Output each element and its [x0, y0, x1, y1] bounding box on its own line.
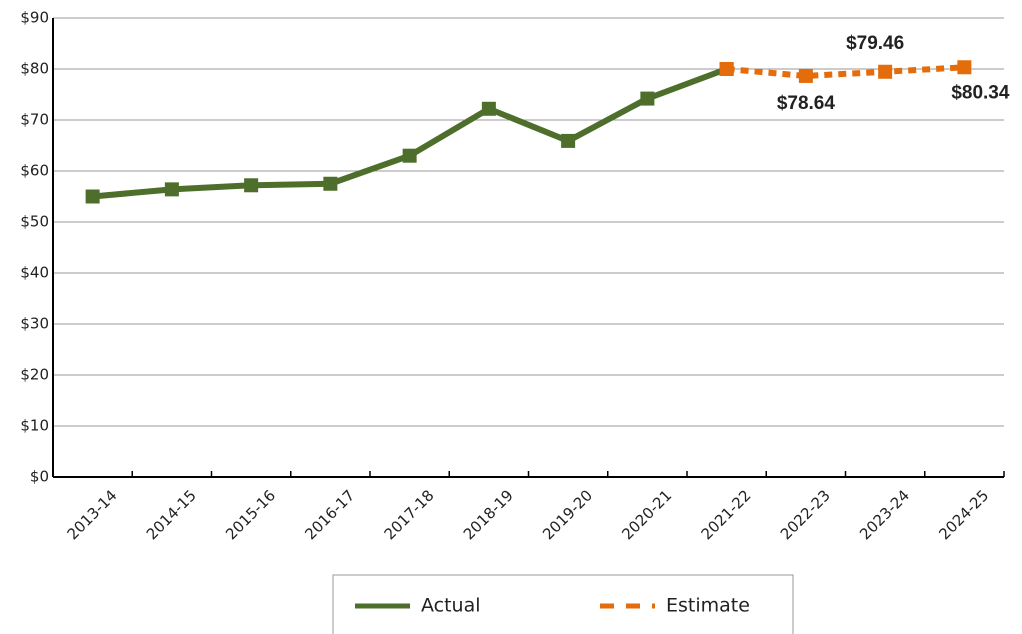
- x-tick-label: 2024-25: [935, 486, 992, 543]
- y-tick-label: $50: [20, 213, 49, 231]
- marker: [798, 68, 813, 83]
- y-tick-label: $60: [20, 162, 49, 180]
- x-tick-label: 2020-21: [618, 486, 675, 543]
- x-tick-label: 2017-18: [381, 486, 438, 543]
- value-label: $80.34: [951, 82, 1010, 103]
- value-label: $79.46: [846, 33, 904, 54]
- marker: [85, 189, 100, 204]
- marker: [640, 91, 655, 106]
- series-line: [726, 64, 965, 79]
- marker: [561, 133, 576, 148]
- x-tick-label: 2021-22: [698, 486, 755, 543]
- marker: [878, 64, 893, 79]
- series-line: [92, 66, 728, 200]
- y-tick-label: $30: [20, 315, 49, 333]
- value-label: $78.64: [777, 93, 836, 114]
- y-tick-label: $90: [20, 9, 49, 27]
- x-tick-label: 2018-19: [460, 486, 517, 543]
- marker: [402, 148, 417, 163]
- marker: [323, 176, 338, 191]
- y-tick-label: $10: [20, 417, 49, 435]
- x-tick-label: 2019-20: [539, 486, 596, 543]
- legend-label: Estimate: [666, 595, 750, 617]
- y-tick-label: $40: [20, 264, 49, 282]
- marker: [481, 101, 496, 116]
- x-tick-label: 2015-16: [222, 486, 279, 543]
- marker: [719, 62, 734, 76]
- marker: [957, 60, 972, 75]
- x-tick-label: 2014-15: [143, 486, 200, 543]
- x-tick-label: 2023-24: [856, 486, 913, 543]
- x-tick-label: 2016-17: [301, 486, 358, 543]
- marker: [244, 178, 259, 193]
- legend-label: Actual: [421, 595, 481, 617]
- marker: [164, 182, 179, 197]
- y-tick-label: $70: [20, 111, 49, 129]
- y-tick-label: $0: [30, 468, 49, 486]
- y-tick-label: $80: [20, 60, 49, 78]
- y-tick-label: $20: [20, 366, 49, 384]
- x-tick-label: 2013-14: [64, 486, 121, 543]
- x-tick-label: 2022-23: [777, 486, 834, 543]
